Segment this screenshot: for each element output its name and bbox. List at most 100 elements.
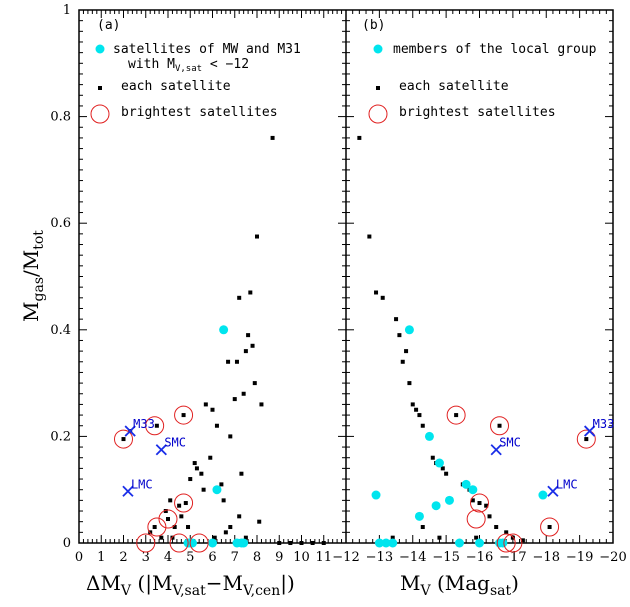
member-point bbox=[404, 325, 414, 335]
x-axis-title-a-mid: −M bbox=[206, 571, 243, 595]
satellite-point bbox=[470, 498, 475, 503]
brightest-circle bbox=[496, 533, 516, 553]
satellite-point bbox=[407, 381, 412, 386]
satellite-point bbox=[270, 135, 275, 140]
legend-b-cyan-label: members of the local group bbox=[393, 42, 597, 57]
x-tick-label: −20 bbox=[599, 550, 626, 565]
satellite-point bbox=[243, 349, 248, 354]
satellite-point bbox=[444, 471, 449, 476]
satellite-point bbox=[234, 359, 239, 364]
satellite-point bbox=[223, 530, 228, 535]
satellite-point bbox=[199, 471, 204, 476]
legend-a-cyan-line2-a: with M bbox=[128, 57, 175, 72]
satellite-point bbox=[163, 509, 168, 514]
satellite-point bbox=[237, 295, 242, 300]
brightest-circle bbox=[503, 533, 523, 553]
member-point bbox=[219, 325, 229, 335]
satellite-point bbox=[430, 455, 435, 460]
annotation-label: SMC bbox=[499, 436, 521, 450]
y-tick-label: 0.8 bbox=[50, 110, 71, 125]
brightest-circle bbox=[174, 405, 194, 425]
satellite-point bbox=[584, 437, 589, 442]
satellite-point bbox=[201, 487, 206, 492]
satellite-point bbox=[440, 466, 445, 471]
x-axis-title-a-main: ΔM bbox=[86, 571, 121, 595]
x-axis-title-a-end: |) bbox=[280, 571, 295, 596]
y-tick-label: 0 bbox=[63, 536, 71, 551]
satellite-point bbox=[241, 391, 246, 396]
satellite-point bbox=[357, 135, 362, 140]
member-point bbox=[371, 490, 381, 500]
x-axis-title-b-sub2: sat bbox=[490, 583, 512, 599]
x-tick-label: 6 bbox=[208, 550, 216, 565]
satellite-point bbox=[414, 407, 419, 412]
annotation-label: M33 bbox=[133, 417, 155, 431]
annotation-label: LMC bbox=[131, 477, 153, 491]
y-tick-label: 1 bbox=[63, 3, 71, 18]
satellite-point bbox=[484, 503, 489, 508]
satellite-point bbox=[188, 477, 193, 482]
legend-a-black-label: each satellite bbox=[121, 79, 231, 94]
member-point bbox=[381, 538, 391, 548]
satellite-point bbox=[252, 381, 257, 386]
x-axis-title-b-sub: V bbox=[419, 583, 431, 599]
satellite-point bbox=[397, 333, 402, 338]
satellite-point bbox=[239, 471, 244, 476]
annotation-cross-b bbox=[490, 444, 502, 456]
x-tick-label: −14 bbox=[399, 550, 426, 565]
member-point bbox=[424, 431, 434, 441]
satellite-point bbox=[248, 290, 253, 295]
annotation-cross-b bbox=[122, 485, 134, 497]
satellite-point bbox=[203, 402, 208, 407]
x-tick-label: −15 bbox=[432, 550, 459, 565]
y-tick-label: 0.6 bbox=[50, 216, 71, 231]
legend-a-cyan-line2-sub: V,sat bbox=[175, 64, 202, 74]
satellite-point bbox=[172, 525, 177, 530]
x-tick-label: −19 bbox=[566, 550, 593, 565]
member-point bbox=[475, 538, 484, 548]
legend-b-black-marker bbox=[376, 86, 380, 90]
brightest-circle bbox=[174, 493, 194, 513]
satellite-point bbox=[168, 498, 173, 503]
brightest-circle bbox=[576, 429, 596, 449]
brightest-circle bbox=[490, 416, 510, 436]
member-point bbox=[444, 495, 454, 505]
satellite-point bbox=[310, 541, 315, 545]
x-axis-title-a: ΔMV (|MV,sat−MV,cen|) bbox=[86, 571, 295, 599]
legend-b: members of the local group each satellit… bbox=[368, 42, 597, 124]
legend-a-cyan-line1: satellites of MW and M31 bbox=[113, 42, 301, 57]
x-tick-label: −16 bbox=[466, 550, 493, 565]
x-axis-title-a-sub: V bbox=[120, 583, 132, 599]
x-axis-title-a-rest: (|M bbox=[131, 571, 172, 596]
member-point bbox=[187, 538, 197, 548]
satellite-point bbox=[454, 413, 459, 418]
satellite-point bbox=[321, 541, 326, 545]
y-axis-title-sub2: tot bbox=[31, 230, 47, 250]
satellite-point bbox=[228, 434, 233, 439]
satellite-point bbox=[179, 514, 184, 519]
satellite-point bbox=[299, 541, 304, 545]
satellite-point bbox=[259, 402, 264, 407]
satellite-point bbox=[208, 455, 213, 460]
y-axis-title-slash: /M bbox=[19, 250, 43, 277]
y-axis-title: Mgas/Mtot bbox=[19, 230, 47, 322]
annotation-cross-b bbox=[584, 425, 596, 437]
legend-b-red-marker bbox=[368, 104, 388, 124]
member-point bbox=[431, 501, 441, 511]
satellite-point bbox=[226, 359, 231, 364]
x-tick-label: 11 bbox=[315, 550, 332, 565]
satellite-point bbox=[194, 466, 199, 471]
brightest-circle bbox=[136, 533, 156, 553]
x-tick-label: 0 bbox=[75, 550, 83, 565]
panel-label-b: (b) bbox=[362, 18, 385, 33]
member-point bbox=[434, 458, 444, 468]
satellite-point bbox=[246, 333, 251, 338]
x-axis-title-a-sub3: V,cen bbox=[242, 583, 280, 599]
x-axis-title-a-sub2: V,sat bbox=[171, 583, 206, 599]
legend-a-red-marker bbox=[90, 104, 110, 124]
x-tick-label: 3 bbox=[142, 550, 150, 565]
satellite-point bbox=[210, 407, 215, 412]
x-tick-label: 4 bbox=[164, 550, 172, 565]
satellite-point bbox=[243, 535, 248, 540]
